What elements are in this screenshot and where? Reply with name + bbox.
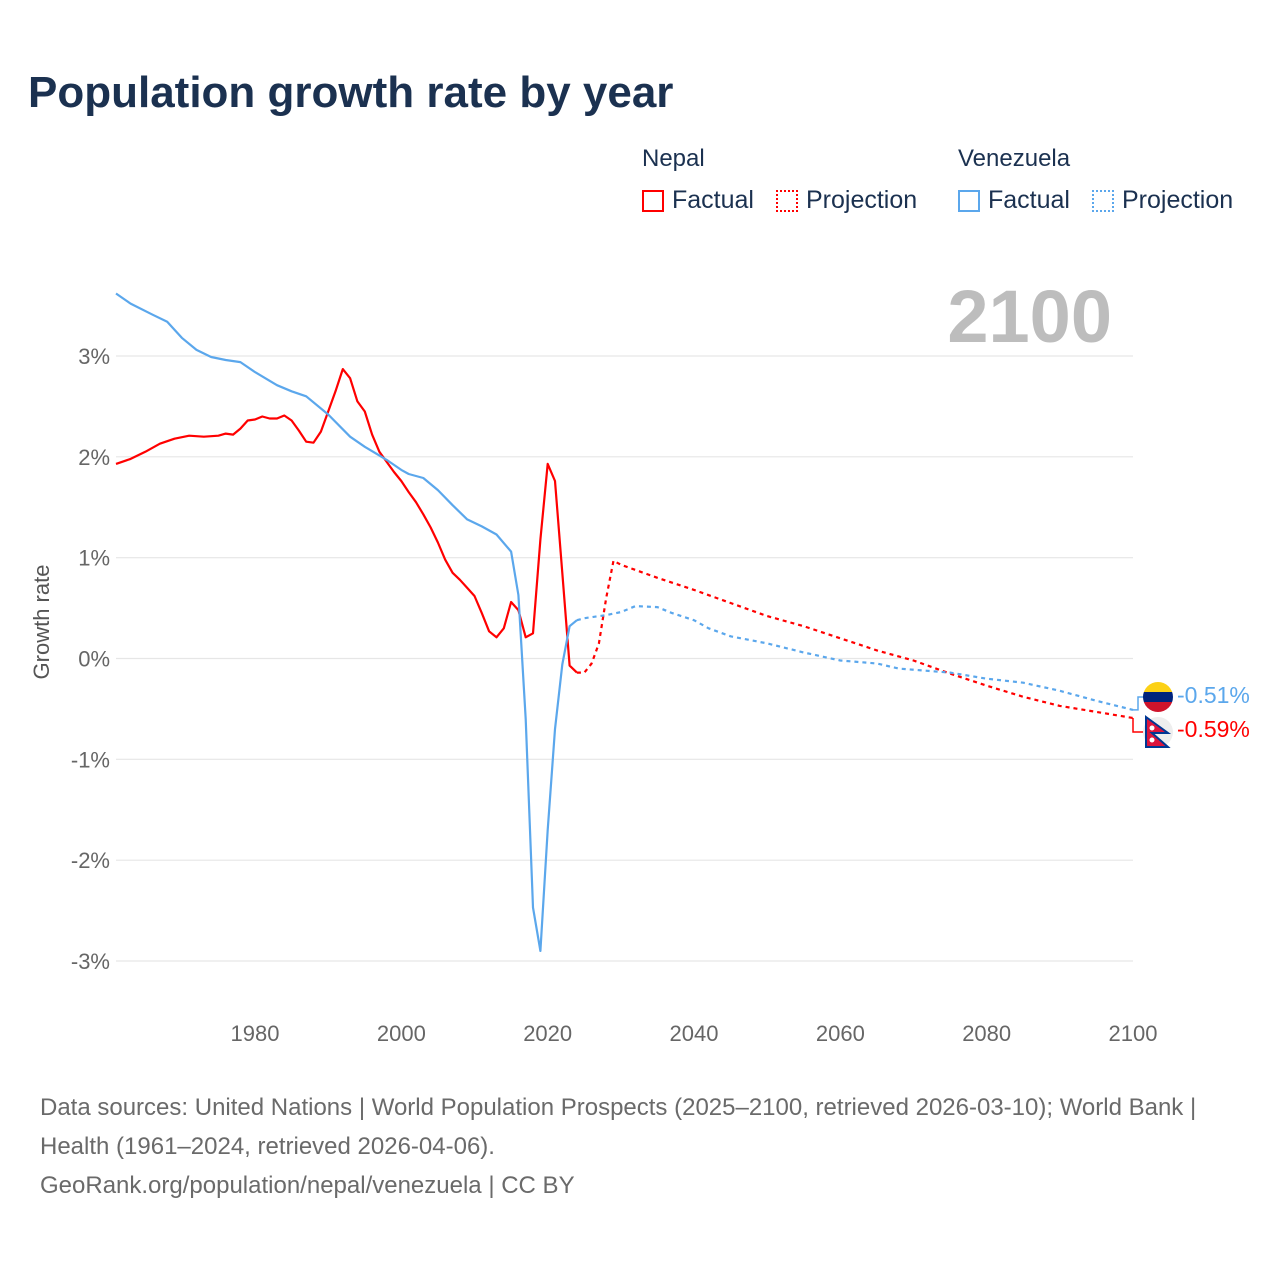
y-tick-label: -1% — [71, 747, 110, 772]
venezuela-flag-icon — [1143, 682, 1173, 712]
legend-group-nepal: Nepal — [642, 145, 705, 172]
y-tick-label: -2% — [71, 848, 110, 873]
series-line-venezuela-factual — [115, 292, 578, 952]
x-tick-label: 2100 — [1109, 1021, 1158, 1046]
current-year-label: 2100 — [947, 275, 1112, 358]
legend-label: Projection — [1122, 186, 1234, 214]
footer: Data sources: United Nations | World Pop… — [40, 1088, 1240, 1205]
legend-swatch-solid — [642, 189, 664, 212]
x-tick-label: 1980 — [231, 1021, 280, 1046]
legend-nepal-projection[interactable]: Projection — [776, 186, 917, 215]
legend-nepal-factual[interactable]: Factual — [642, 186, 754, 215]
connector-venezuela — [1133, 696, 1144, 711]
chart-title: Population growth rate by year — [28, 68, 674, 117]
legend-label: Factual — [672, 186, 754, 214]
x-tick-label: 2020 — [523, 1021, 572, 1046]
end-label-nepal: -0.59% — [1177, 716, 1250, 742]
legend-label: Projection — [806, 186, 918, 214]
x-tick-label: 2080 — [962, 1021, 1011, 1046]
y-tick-label: 1% — [78, 546, 110, 571]
legend-venezuela-projection[interactable]: Projection — [1092, 186, 1233, 215]
y-tick-label: 3% — [78, 344, 110, 369]
legend-swatch-dotted — [776, 189, 798, 212]
source-link[interactable]: GeoRank.org/population/nepal/venezuela |… — [40, 1172, 575, 1199]
end-label-venezuela: -0.51% — [1177, 682, 1250, 708]
y-tick-label: 0% — [78, 647, 110, 672]
connector-nepal — [1132, 717, 1144, 733]
data-sources: Data sources: United Nations | World Pop… — [40, 1094, 1197, 1160]
legend-venezuela-factual[interactable]: Factual — [958, 186, 1070, 215]
series-line-venezuela-projection — [576, 605, 1134, 711]
legend-swatch-solid — [958, 189, 980, 212]
y-tick-label: -3% — [71, 949, 110, 974]
legend-swatch-dotted — [1092, 189, 1114, 212]
legend-label: Factual — [988, 186, 1070, 214]
legend-group-venezuela: Venezuela — [958, 145, 1071, 172]
x-tick-label: 2000 — [377, 1021, 426, 1046]
series-line-nepal-projection — [576, 559, 1134, 720]
nepal-flag-icon — [1143, 715, 1173, 748]
x-tick-label: 2040 — [670, 1021, 719, 1046]
series-line-nepal-factual — [115, 368, 578, 674]
x-tick-label: 2060 — [816, 1021, 865, 1046]
y-tick-label: 2% — [78, 445, 110, 470]
